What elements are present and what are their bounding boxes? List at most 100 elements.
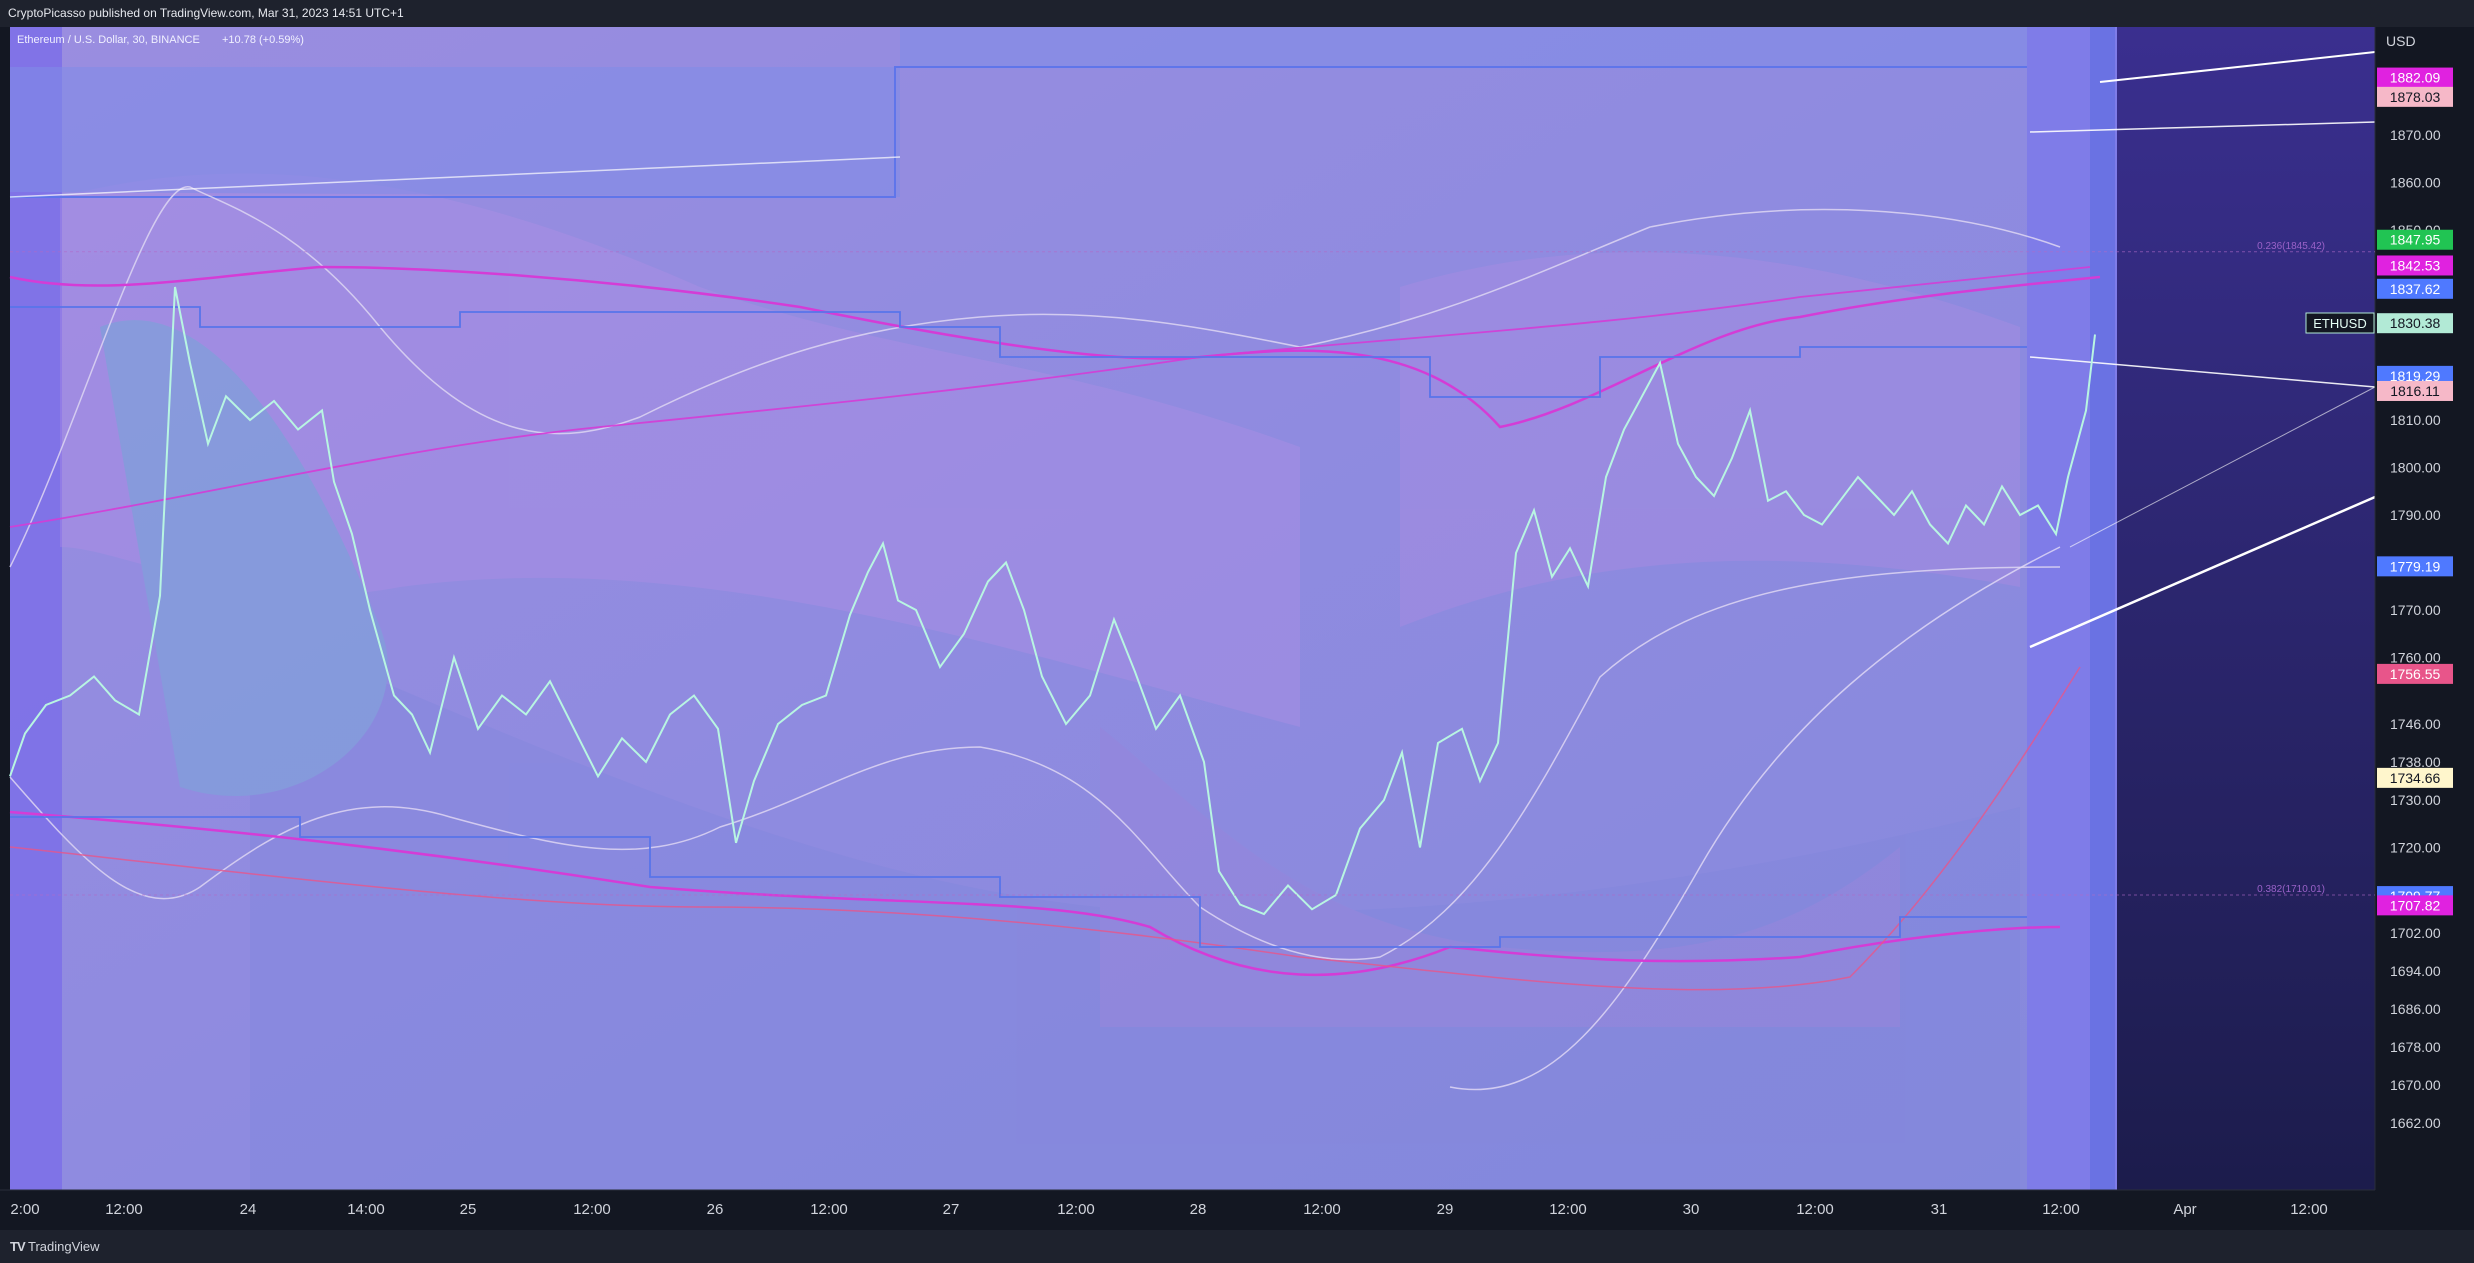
y-tick-label: 1810.00 — [2390, 412, 2441, 428]
y-tick-label: 1686.00 — [2390, 1001, 2441, 1017]
y-tick-label: 1694.00 — [2390, 963, 2441, 979]
x-tick-label: 12:00 — [105, 1201, 143, 1218]
price-level-box — [2377, 380, 2453, 401]
trendline-2 — [2029, 121, 2376, 133]
x-tick-label: 2:00 — [10, 1201, 39, 1218]
y-tick-label: 1720.00 — [2390, 840, 2441, 856]
y-tick-label: 1662.00 — [2390, 1115, 2441, 1131]
y-tick-label: 1760.00 — [2390, 650, 2441, 666]
price-level-label: 1830.38 — [2390, 315, 2441, 331]
price-level-label: 1882.09 — [2390, 70, 2441, 86]
price-level-label: 1707.82 — [2390, 897, 2441, 913]
x-tick-label: 12:00 — [1549, 1201, 1587, 1218]
lower-band-2 — [1449, 546, 2061, 1091]
price-level-box — [2377, 663, 2453, 684]
price-level-box — [2377, 365, 2453, 386]
price-level-label: 1816.11 — [2390, 383, 2440, 399]
y-tick-label: 1790.00 — [2390, 507, 2441, 523]
price-level-box — [2377, 313, 2453, 334]
y-tick-label: 1800.00 — [2390, 460, 2441, 476]
x-tick-label: 30 — [1683, 1201, 1700, 1218]
price-level-label: 1847.95 — [2390, 232, 2441, 248]
x-tick-label: 26 — [707, 1201, 724, 1218]
x-tick-label: 27 — [943, 1201, 960, 1218]
y-tick-label: 1678.00 — [2390, 1039, 2441, 1055]
left-band — [10, 27, 62, 1190]
lower-band — [9, 566, 2061, 961]
tradingview-logo-icon: TV — [10, 1239, 26, 1254]
y-tick-label: 1870.00 — [2390, 127, 2441, 143]
top-plateau — [10, 27, 2027, 197]
price-level-label: 1779.19 — [2390, 558, 2441, 574]
price-level-labels: 1882.09 1878.03 1847.95 1842.53 1837.62 1830.… — [2377, 67, 2453, 916]
x-tick-label: Apr — [2173, 1201, 2196, 1218]
price-line-layer — [9, 286, 2096, 916]
footer-bar: TV TradingView — [0, 1230, 2474, 1263]
time-axis[interactable]: 2:00 12:00 24 14:00 25 12:00 26 12:00 27 12:00 28 1… — [10, 1201, 2327, 1218]
y-tick-label: 1770.00 — [2390, 602, 2441, 618]
currency-label[interactable]: USD — [2386, 33, 2416, 49]
time-axis-bg — [0, 1190, 2474, 1230]
trendline-3 — [2029, 356, 2376, 388]
y-tick-label: 1730.00 — [2390, 792, 2441, 808]
x-tick-label: 12:00 — [1303, 1201, 1341, 1218]
price-level-label: 1837.62 — [2390, 281, 2441, 297]
y-tick-label: 1860.00 — [2390, 175, 2441, 191]
x-tick-label: 12:00 — [2290, 1201, 2328, 1218]
trendline-1 — [2099, 51, 2376, 83]
x-tick-label: 12:00 — [1796, 1201, 1834, 1218]
price-level-label: 1842.53 — [2390, 257, 2441, 273]
x-tick-label: 25 — [460, 1201, 477, 1218]
price-level-box — [2377, 895, 2453, 916]
x-tick-label: 12:00 — [573, 1201, 611, 1218]
price-line — [9, 286, 2096, 916]
x-tick-label: 31 — [1931, 1201, 1948, 1218]
trendline-5 — [2069, 386, 2376, 548]
x-tick-label: 12:00 — [2042, 1201, 2080, 1218]
x-tick-label: 12:00 — [810, 1201, 848, 1218]
trendline-4 — [2029, 495, 2376, 649]
price-level-label: 1819.29 — [2390, 368, 2441, 384]
tradingview-logo[interactable]: TV TradingView — [10, 1230, 100, 1263]
price-chart[interactable]: 0.236(1845.42) 0.382(1710.01) 1870.00 1860… — [0, 27, 2474, 1230]
right-transition-band-2 — [2090, 27, 2115, 1190]
blue-step-lower — [10, 816, 2027, 948]
y-tick-label: 1670.00 — [2390, 1077, 2441, 1093]
x-tick-label: 14:00 — [347, 1201, 385, 1218]
price-level-box — [2377, 556, 2453, 577]
published-text: CryptoPicasso published on TradingView.c… — [8, 6, 404, 20]
x-tick-label: 12:00 — [1057, 1201, 1095, 1218]
x-tick-label: 28 — [1190, 1201, 1207, 1218]
x-tick-label: 29 — [1437, 1201, 1454, 1218]
magenta-ma-lower — [9, 810, 2061, 977]
y-tick-label: 1702.00 — [2390, 925, 2441, 941]
price-level-box — [2377, 255, 2453, 276]
fib-label: 0.382(1710.01) — [2257, 884, 2325, 895]
top-plateau-edge — [10, 66, 2027, 198]
indicator-clouds — [60, 173, 2020, 1190]
future-area — [2117, 27, 2375, 1190]
price-level-box — [2377, 767, 2453, 788]
y-tick-label: 1746.00 — [2390, 716, 2441, 732]
price-level-label: 1756.55 — [2390, 666, 2441, 682]
upper-band — [9, 186, 2061, 568]
blue-step-upper — [10, 306, 2027, 398]
price-level-box — [2377, 229, 2453, 250]
magenta-ma-rising — [9, 266, 2091, 528]
price-level-box — [2377, 67, 2453, 88]
magenta-ma-upper — [9, 265, 2101, 429]
price-level-box — [2377, 278, 2453, 299]
fib-layer: 0.236(1845.42) 0.382(1710.01) — [10, 241, 2375, 896]
fib-label: 0.236(1845.42) — [2257, 241, 2325, 252]
y-tick-label: 1738.00 — [2390, 754, 2441, 770]
footer-brand: TradingView — [28, 1239, 100, 1254]
price-level-box — [2377, 86, 2453, 107]
x-tick-label: 24 — [240, 1201, 257, 1218]
price-axis-bg — [2376, 27, 2474, 1230]
plot-background — [10, 27, 2027, 1190]
published-header: CryptoPicasso published on TradingView.c… — [0, 0, 2474, 27]
symbol-tag — [2305, 312, 2375, 334]
legend-symbol: Ethereum / U.S. Dollar, 30, BINANCE — [17, 34, 200, 46]
price-level-label: 1734.66 — [2390, 770, 2441, 786]
legend-change: +10.78 (+0.59%) — [222, 34, 304, 46]
